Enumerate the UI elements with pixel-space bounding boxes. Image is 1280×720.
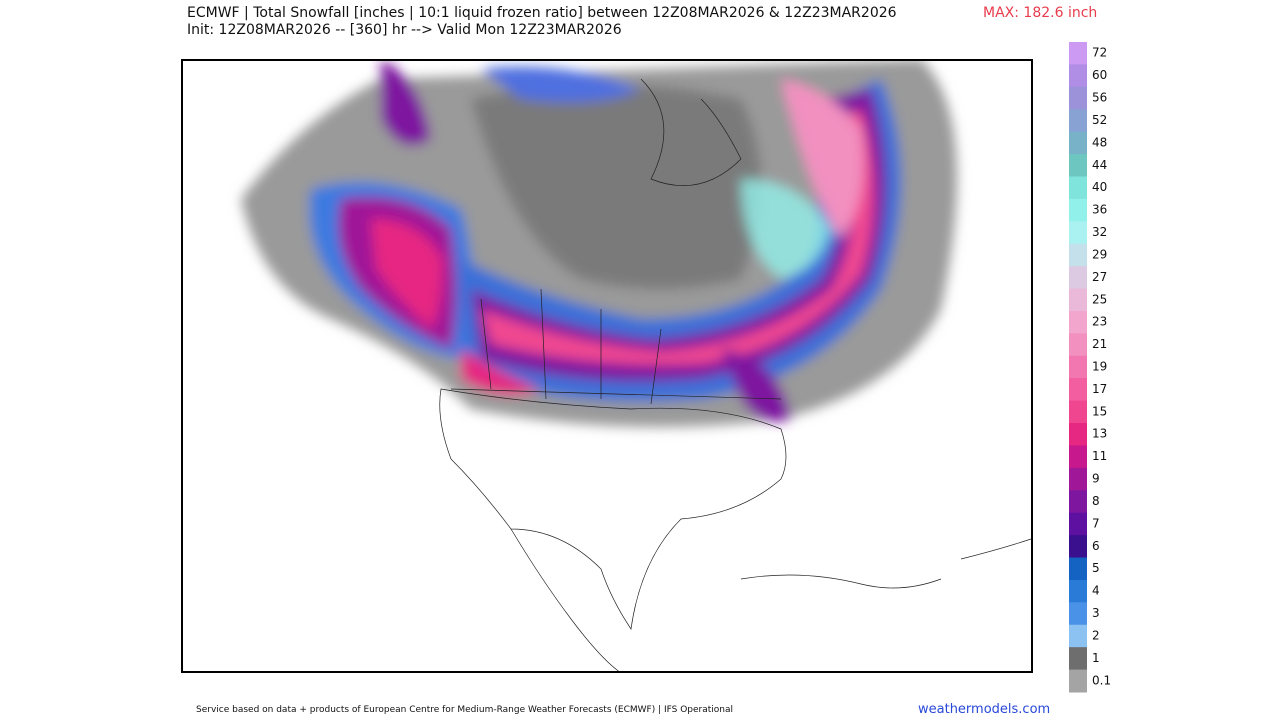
legend-swatch [1069, 176, 1087, 200]
max-value: MAX: 182.6 inch [983, 5, 1098, 21]
legend-swatch [1069, 288, 1087, 312]
legend-swatch [1069, 445, 1087, 469]
legend-label: 27 [1092, 270, 1107, 284]
legend-swatch [1069, 243, 1087, 267]
legend-swatch [1069, 154, 1087, 177]
legend-swatch [1069, 400, 1087, 424]
legend-label: 9 [1092, 472, 1100, 486]
legend-swatch [1069, 355, 1087, 379]
legend-label: 40 [1092, 180, 1107, 194]
snowfall-map [181, 59, 1033, 673]
legend-label: 60 [1092, 68, 1107, 82]
legend-label: 36 [1092, 203, 1107, 217]
legend-swatch [1069, 198, 1087, 222]
legend-label: 5 [1092, 561, 1100, 575]
colorbar: 7260565248444036322927252321191715131198… [1069, 42, 1111, 693]
footer: Service based on data + products of Euro… [196, 705, 734, 715]
legend-swatch [1069, 467, 1087, 491]
legend-label: 56 [1092, 91, 1107, 105]
legend-swatch [1069, 535, 1087, 559]
legend-swatch [1069, 512, 1087, 536]
legend-label: 52 [1092, 113, 1107, 127]
legend-swatch [1069, 624, 1087, 648]
legend-label: 21 [1092, 337, 1107, 351]
legend-label: 13 [1092, 427, 1107, 441]
legend-label: 23 [1092, 315, 1107, 329]
legend-swatch [1069, 490, 1087, 514]
legend-swatch [1069, 602, 1087, 626]
legend-swatch [1069, 64, 1087, 88]
legend-swatch [1069, 647, 1087, 671]
legend-swatch [1069, 310, 1087, 334]
legend-label: 2 [1092, 628, 1100, 642]
legend-label: 19 [1092, 360, 1107, 374]
legend-swatch [1069, 266, 1087, 290]
legend-label: 29 [1092, 247, 1107, 261]
legend-swatch [1069, 557, 1087, 581]
legend-label: 11 [1092, 449, 1107, 463]
legend-swatch [1069, 423, 1087, 446]
legend-swatch [1069, 669, 1087, 693]
legend-swatch [1069, 333, 1087, 357]
title: ECMWF | Total Snowfall [inches | 10:1 li… [187, 5, 897, 21]
legend-label: 8 [1092, 494, 1100, 508]
legend-swatch [1069, 42, 1087, 65]
legend-label: 32 [1092, 225, 1107, 239]
legend-swatch [1069, 86, 1087, 110]
legend-swatch [1069, 579, 1087, 603]
legend-label: 48 [1092, 135, 1107, 149]
legend-label: 1 [1092, 651, 1100, 665]
legend-swatch [1069, 378, 1087, 402]
legend-label: 72 [1092, 46, 1107, 60]
legend-label: 17 [1092, 382, 1107, 396]
legend-label: 7 [1092, 516, 1100, 530]
legend-swatch [1069, 109, 1087, 133]
legend-swatch [1069, 221, 1087, 245]
legend-label: 15 [1092, 404, 1107, 418]
legend-label: 0.1 [1092, 673, 1111, 687]
subtitle: Init: 12Z08MAR2026 -- [360] hr --> Valid… [187, 22, 622, 38]
legend-swatch [1069, 131, 1087, 155]
legend-label: 44 [1092, 158, 1107, 172]
site-link[interactable]: weathermodels.com [918, 702, 1051, 717]
legend-label: 6 [1092, 539, 1100, 553]
legend-label: 3 [1092, 606, 1100, 620]
legend-label: 4 [1092, 584, 1100, 598]
legend-label: 25 [1092, 292, 1107, 306]
